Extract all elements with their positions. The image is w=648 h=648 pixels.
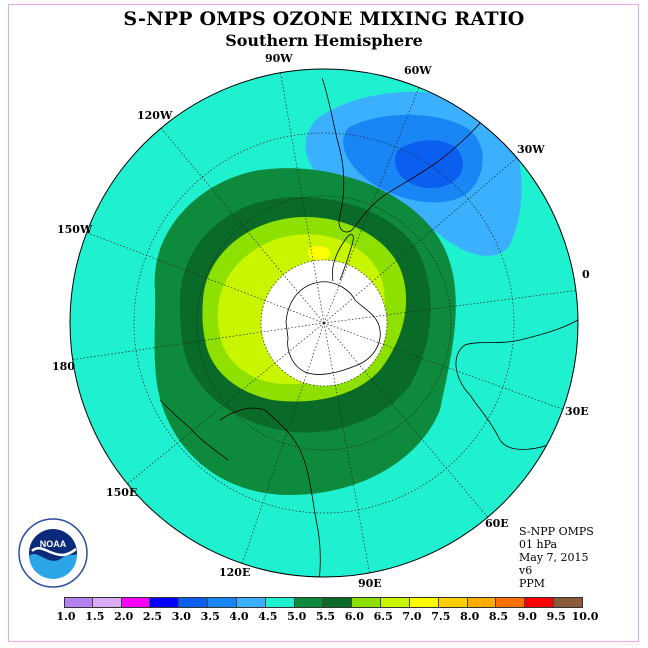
colorbar-swatch (121, 597, 151, 608)
lon-label-150w: 150W (57, 223, 93, 236)
lon-label-120w: 120W (137, 109, 173, 122)
colorbar-tick-label: 6.5 (373, 610, 393, 623)
colorbar-swatch (554, 597, 583, 608)
colorbar-swatch (294, 597, 324, 608)
colorbar-tick-label: 6.0 (344, 610, 364, 623)
colorbar-tick-label: 2.5 (142, 610, 163, 623)
antarctica-coastline (285, 281, 381, 375)
colorbar-tick-label: 7.0 (402, 610, 422, 623)
lon-label-180: 180 (52, 360, 75, 373)
coastlines (159, 77, 578, 577)
colorbar-tick-label: 1.0 (56, 610, 76, 623)
australia-coastline (219, 407, 321, 577)
info-units: PPM (519, 577, 546, 590)
colorbar-tick-label: 3.0 (171, 610, 191, 623)
colorbar-swatch (208, 597, 237, 608)
info-block: S-NPP OMPS 01 hPa May 7, 2015 v6 PPM (519, 525, 594, 590)
lon-label-150e: 150E (106, 486, 138, 499)
colorbar-swatch (236, 597, 266, 608)
lon-label-120e: 120E (219, 566, 251, 579)
colorbar-tick-label: 5.0 (287, 610, 307, 623)
colorbar-tick-label: 7.5 (431, 610, 451, 623)
colorbar-tick-label: 1.5 (85, 610, 105, 623)
plot-frame (8, 4, 639, 642)
colorbar-swatch (381, 597, 410, 608)
colorbar-tick-label: 4.0 (229, 610, 249, 623)
logo-gull (31, 547, 77, 557)
colorbar-tick-label: 3.5 (200, 610, 220, 623)
south-america-coastline (321, 77, 491, 233)
colorbar-swatch (438, 597, 468, 608)
lon-label-60e: 60E (485, 517, 509, 530)
colorbar-swatch (409, 597, 439, 608)
lon-label-90e: 90E (358, 577, 382, 590)
lon-label-60w: 60W (404, 64, 432, 77)
map-title: S-NPP OMPS OZONE MIXING RATIO (123, 8, 525, 30)
info-version: v6 (519, 564, 533, 577)
colorbar-swatch (352, 597, 382, 608)
colorbar-swatch (92, 597, 122, 608)
info-pressure-level: 01 hPa (519, 538, 558, 551)
colorbar-swatch (323, 597, 353, 608)
colorbar-tick-label: 5.5 (315, 610, 336, 623)
ozone-level-7_0-region (307, 245, 331, 261)
lon-label-30e: 30E (565, 405, 589, 418)
info-date: May 7, 2015 (519, 551, 589, 564)
colorbar-tick-label: 10.0 (571, 610, 599, 623)
logo-text: NOAA (40, 539, 67, 549)
lon-label-0: 0 (582, 268, 590, 281)
colorbar-tick-label: 9.5 (546, 610, 566, 623)
colorbar-tick-label: 8.5 (488, 610, 509, 623)
map-boundary (69, 68, 579, 578)
lon-label-90w: 90W (265, 52, 293, 65)
colorbar-swatch (64, 597, 93, 608)
colorbar-tick-label: 8.0 (460, 610, 480, 623)
colorbar-tick-label: 4.5 (258, 610, 278, 623)
lon-label-30w: 30W (517, 143, 545, 156)
new-zealand-coastline (159, 399, 229, 461)
colorbar-swatch (525, 597, 555, 608)
colorbar-swatch (150, 597, 180, 608)
map-subtitle: Southern Hemisphere (225, 31, 423, 50)
ozone-level-3_0-region (395, 140, 463, 189)
colorbar-tick-label: 9.0 (517, 610, 537, 623)
colorbar-swatch (467, 597, 497, 608)
noaa-logo: NOAA (18, 518, 88, 588)
colorbar-swatch (265, 597, 295, 608)
logo-wave (29, 554, 78, 580)
info-instrument: S-NPP OMPS (519, 525, 594, 538)
graticule (70, 69, 578, 576)
colorbar-swatch (496, 597, 526, 608)
colorbar (64, 597, 583, 608)
colorbar-tick-label: 2.0 (114, 610, 134, 623)
colorbar-swatch (179, 597, 209, 608)
